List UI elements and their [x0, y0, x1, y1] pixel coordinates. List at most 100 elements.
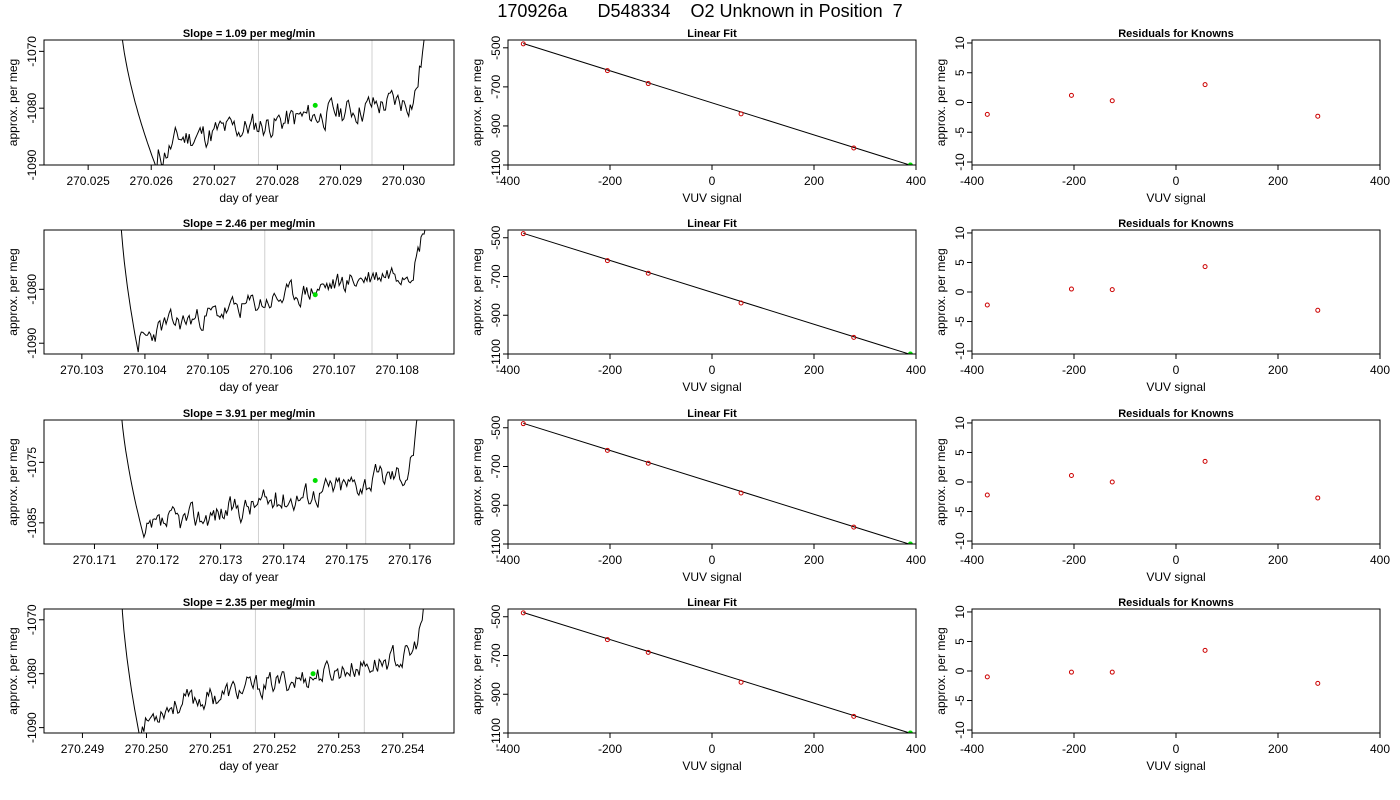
x-tick-label: 0 [709, 742, 716, 756]
y-axis-label: approx. per meg [934, 627, 948, 714]
known-point [851, 334, 857, 340]
known-point [738, 679, 744, 685]
y-tick-label: -5 [953, 695, 967, 706]
x-tick-label: 270.026 [130, 174, 174, 188]
known-point [984, 111, 990, 117]
x-tick-label: 0 [1173, 174, 1180, 188]
panel-title: Slope = 2.35 per meg/min [183, 597, 316, 609]
x-tick-label: 270.249 [61, 742, 105, 756]
known-point [520, 421, 526, 427]
y-axis-label: approx. per meg [470, 438, 484, 525]
x-axis-label: day of year [219, 570, 278, 584]
y-tick-label: -1100 [489, 718, 503, 748]
known-point [984, 492, 990, 498]
x-tick-label: 270.103 [60, 363, 104, 377]
current-point [310, 671, 316, 677]
signal-trace [121, 40, 425, 165]
x-axis-label: VUV signal [1146, 759, 1205, 773]
y-tick-label: -700 [489, 643, 503, 667]
x-tick-label: -400 [496, 742, 520, 756]
known-point [1315, 113, 1321, 119]
current-point [312, 292, 318, 298]
y-axis-label: approx. per meg [6, 59, 20, 146]
y-tick-label: -900 [489, 303, 503, 327]
panel-title: Linear Fit [687, 218, 737, 230]
plot-frame [507, 608, 917, 734]
x-tick-label: 270.029 [319, 174, 363, 188]
x-tick-label: 400 [1370, 174, 1390, 188]
panel-3-2: Linear Fit -400 -200 0 200 400 -500 -700 -900 -11… [470, 408, 926, 584]
plot-frame [507, 39, 917, 166]
panel-title: Slope = 1.09 per meg/min [183, 28, 316, 40]
y-tick-label: 5 [953, 69, 967, 76]
known-point [604, 68, 610, 74]
panel-title: Residuals for Knowns [1118, 218, 1234, 230]
plot-frame [507, 419, 917, 545]
y-axis-label: approx. per meg [934, 59, 948, 146]
panel-title: Linear Fit [687, 28, 737, 40]
x-axis-label: VUV signal [1146, 191, 1205, 205]
x-tick-label: 270.171 [73, 553, 117, 567]
known-point [520, 610, 526, 616]
known-point [645, 270, 651, 276]
known-point [851, 145, 857, 151]
y-axis-label: approx. per meg [470, 627, 484, 714]
panel-2-1: Slope = 2.46 per meg/min 270.103 270.104 27… [6, 218, 455, 394]
y-tick-label: -10 [953, 342, 967, 360]
panel-1-2: Linear Fit -400 -200 0 200 400 -500 -700 -900 -11… [470, 28, 926, 205]
x-tick-label: -200 [1062, 363, 1086, 377]
y-tick-label: 0 [953, 478, 967, 485]
x-tick-label: 0 [709, 553, 716, 567]
current-point [312, 102, 318, 108]
y-tick-label: 5 [953, 638, 967, 645]
plot-area [520, 231, 913, 354]
known-point [1202, 458, 1208, 464]
x-tick-label: 270.107 [312, 363, 356, 377]
known-point [1202, 647, 1208, 653]
x-tick-label: 270.253 [317, 742, 361, 756]
plot-area [984, 647, 1321, 686]
known-point [851, 524, 857, 530]
plot-area [120, 230, 426, 354]
fit-line [523, 612, 912, 733]
y-tick-label: -900 [489, 114, 503, 138]
signal-trace [121, 609, 424, 733]
x-tick-label: 400 [906, 742, 926, 756]
y-axis-label: approx. per meg [470, 59, 484, 146]
x-tick-label: -200 [598, 363, 622, 377]
x-tick-label: -200 [598, 174, 622, 188]
panel-3-1: Slope = 3.91 per meg/min 270.171 270.172 27… [6, 408, 455, 584]
y-tick-label: -5 [953, 127, 967, 138]
x-tick-label: -200 [1062, 174, 1086, 188]
x-axis-label: day of year [219, 380, 278, 394]
plot-area [520, 610, 913, 733]
x-tick-label: 400 [1370, 363, 1390, 377]
y-tick-label: -1100 [489, 150, 503, 180]
x-tick-label: 270.104 [123, 363, 167, 377]
known-point [1109, 669, 1115, 675]
y-tick-label: -10 [953, 153, 967, 171]
y-tick-label: 0 [953, 667, 967, 674]
x-tick-label: -400 [960, 174, 984, 188]
y-tick-label: -1100 [489, 339, 503, 369]
x-tick-label: 270.030 [382, 174, 426, 188]
x-tick-label: 400 [1370, 553, 1390, 567]
panel-2-3: Residuals for Knowns -400 -200 0 200 400 -10 -5… [934, 218, 1390, 394]
y-tick-label: -10 [953, 532, 967, 550]
x-axis-label: VUV signal [682, 191, 741, 205]
known-point [1315, 495, 1321, 501]
y-axis-label: approx. per meg [6, 438, 20, 525]
x-tick-label: 270.252 [253, 742, 297, 756]
y-tick-label: -900 [489, 682, 503, 706]
plot-frame [43, 39, 455, 166]
panel-title: Linear Fit [687, 408, 737, 420]
x-axis-label: VUV signal [1146, 380, 1205, 394]
panel-title: Slope = 2.46 per meg/min [183, 218, 316, 230]
x-tick-label: 200 [1268, 553, 1288, 567]
fit-line [523, 422, 911, 544]
x-tick-label: 270.025 [66, 174, 110, 188]
panel-4-3: Residuals for Knowns -400 -200 0 200 400 -10 -5… [934, 597, 1390, 773]
y-tick-label: -500 [489, 225, 503, 249]
x-axis-label: day of year [219, 191, 278, 205]
known-point [1202, 264, 1208, 270]
